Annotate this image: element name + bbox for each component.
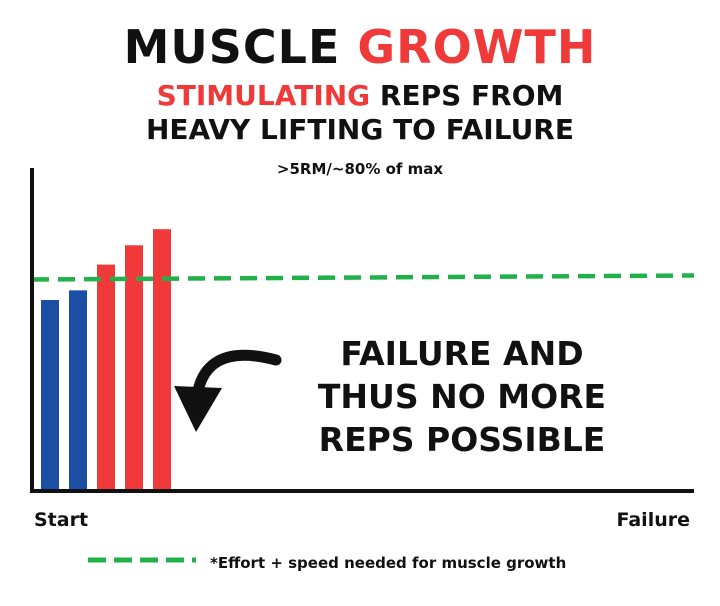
x-axis-start-label: Start (34, 509, 89, 531)
bar-1 (41, 300, 59, 490)
subtitle-line-1: STIMULATING REPS FROM (0, 82, 720, 110)
bar-4 (125, 245, 143, 490)
bars-group (41, 229, 171, 490)
callout-line: THUS NO MORE (317, 377, 607, 416)
title-part-black: MUSCLE (123, 20, 358, 74)
subtitle-line-2: HEAVY LIFTING TO FAILURE (145, 113, 574, 146)
load-note: >5RM/~80% of max (276, 160, 444, 178)
x-axis-end-label: Failure (616, 509, 691, 531)
failure-callout: FAILURE AND THUS NO MORE REPS POSSIBLE (262, 332, 662, 461)
callout-line: FAILURE AND (340, 334, 584, 373)
threshold-line (31, 273, 695, 282)
subtitle-rest: REPS FROM (370, 79, 564, 112)
legend-label: *Effort + speed needed for muscle growth (210, 554, 567, 572)
subtitle-accent: STIMULATING (156, 79, 371, 112)
bar-3 (97, 264, 115, 490)
bar-2 (69, 290, 87, 490)
curved-arrow-icon (174, 349, 282, 432)
chart-title: MUSCLE GROWTH (0, 24, 720, 70)
legend-dashed-line (88, 557, 196, 563)
callout-line: REPS POSSIBLE (318, 420, 606, 459)
title-part-red: GROWTH (357, 20, 597, 74)
bar-5 (153, 229, 171, 490)
